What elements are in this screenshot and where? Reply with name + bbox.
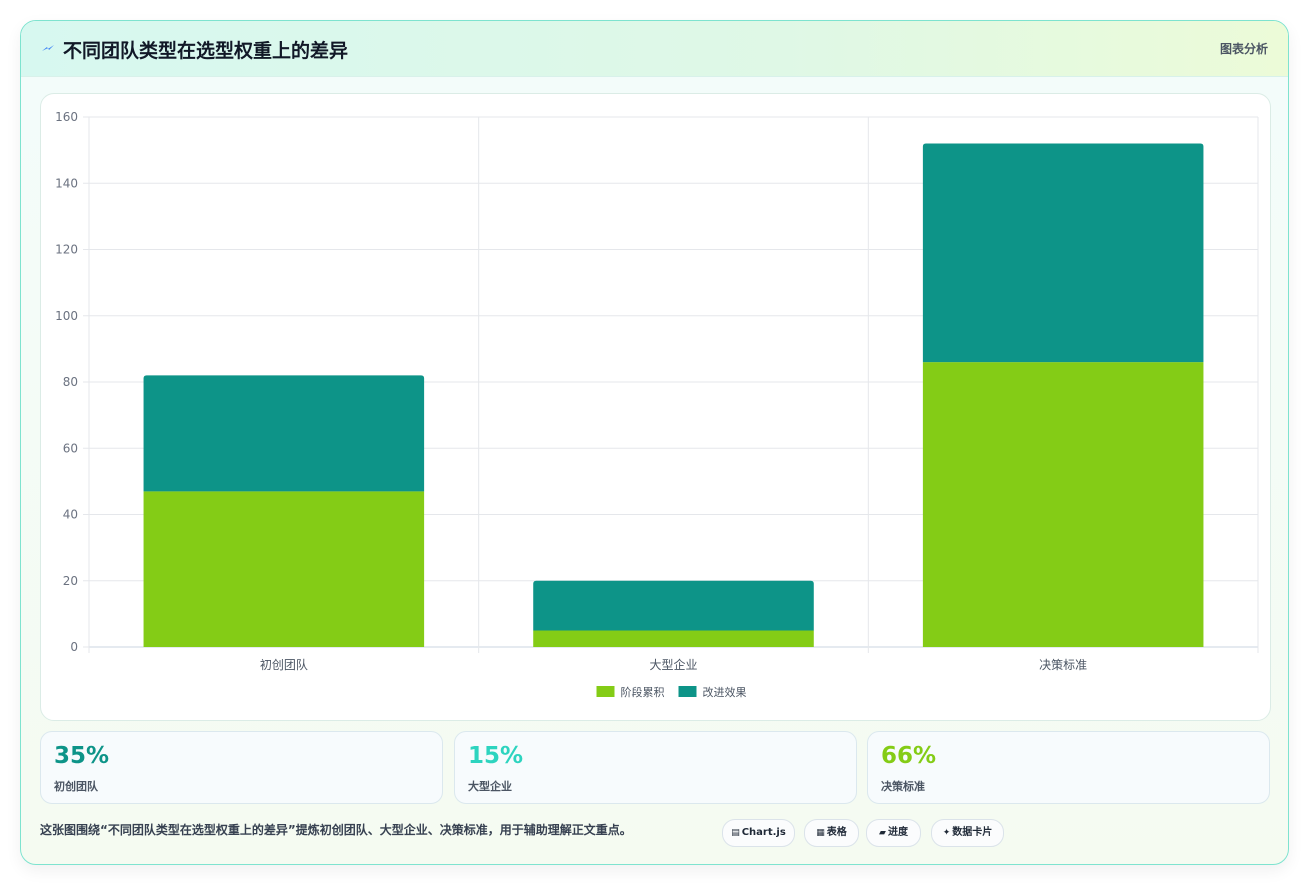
chart-caption: 这张图围绕“不同团队类型在选型权重上的差异”提炼初创团队、大型企业、决策标准，用… <box>40 823 632 837</box>
bar-segment <box>922 362 1204 647</box>
chip-label: 数据卡片 <box>952 827 993 838</box>
card-icon: ✦ <box>942 828 951 838</box>
x-tick-label: 初创团队 <box>260 657 308 672</box>
chart-area: 0 20 40 60 80 100 120 140 160 初创团队 大型企业 决策标准阶段累积 改进效… <box>40 93 1271 721</box>
legend-label: 改进效果 <box>703 685 747 699</box>
chart-title: 不同团队类型在选型权重上的差异 <box>63 40 349 62</box>
stat-card-startup: 35% 初创团队 <box>40 731 443 804</box>
y-tick-label: 40 <box>63 508 78 522</box>
chip-label: 进度 <box>887 827 908 838</box>
stat-card-enterprise: 15% 大型企业 <box>454 731 857 804</box>
stat-value: 35% <box>54 743 110 769</box>
stat-value: 66% <box>881 743 937 769</box>
y-tick-label: 0 <box>70 640 78 654</box>
chip-progress[interactable]: ▰ 进度 <box>866 819 921 847</box>
bar-segment <box>922 143 1204 363</box>
y-tick-label: 60 <box>63 441 78 455</box>
chart-type-tag: 图表分析 <box>1219 42 1268 56</box>
y-tick-label: 140 <box>55 176 78 190</box>
y-tick-label: 80 <box>63 375 78 389</box>
legend-swatch <box>678 686 697 697</box>
stat-label: 决策标准 <box>881 780 925 793</box>
x-tick-label: 大型企业 <box>649 657 697 672</box>
stat-value: 15% <box>468 743 524 769</box>
table-icon: ▦ <box>816 828 825 838</box>
stat-label: 大型企业 <box>468 780 512 793</box>
y-tick-label: 160 <box>55 110 78 124</box>
bar-segment <box>533 630 814 647</box>
legend-label: 阶段累积 <box>621 685 665 699</box>
card-header: 不同团队类型在选型权重上的差异 图表分析 <box>21 21 1288 77</box>
chip-table[interactable]: ▦ 表格 <box>804 819 859 847</box>
y-tick-label: 20 <box>63 574 78 588</box>
chart-card: 不同团队类型在选型权重上的差异 图表分析 0 20 40 60 80 100 120 140 1… <box>20 20 1289 865</box>
chip-data-card[interactable]: ✦ 数据卡片 <box>931 819 1004 847</box>
x-tick-label: 决策标准 <box>1039 658 1087 672</box>
legend-swatch <box>596 686 615 697</box>
chip-chartjs[interactable]: ▤ Chart.js <box>722 819 795 847</box>
lightning-icon <box>42 45 54 51</box>
chip-label: 表格 <box>826 827 847 838</box>
bar-segment <box>533 580 814 631</box>
y-tick-label: 120 <box>55 243 78 257</box>
y-tick-label: 100 <box>55 309 78 323</box>
stat-label: 初创团队 <box>54 780 98 793</box>
chart-icon: ▤ <box>731 828 740 838</box>
progress-icon: ▰ <box>879 828 886 838</box>
chip-label: Chart.js <box>741 827 786 838</box>
stat-card-decision: 66% 决策标准 <box>867 731 1270 804</box>
bar-segment <box>143 491 425 647</box>
bar-segment <box>143 375 425 492</box>
stat-cards: 35% 初创团队 15% 大型企业 66% 决策标准 <box>40 731 1270 804</box>
